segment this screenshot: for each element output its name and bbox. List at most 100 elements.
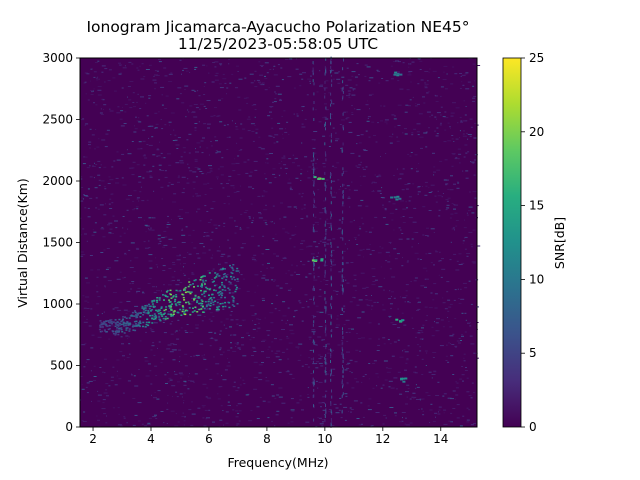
heatmap-cell (116, 257, 119, 258)
heatmap-cell (318, 402, 323, 404)
heatmap-cell (157, 266, 158, 268)
heatmap-cell (89, 255, 93, 256)
heatmap-cell (267, 115, 271, 117)
heatmap-cell (85, 123, 89, 125)
heatmap-cell (329, 113, 333, 115)
heatmap-cell (372, 363, 376, 364)
heatmap-cell (82, 118, 85, 120)
heatmap-cell (125, 327, 128, 329)
heatmap-cell (245, 394, 249, 396)
heatmap-cell (203, 246, 205, 248)
heatmap-cell (324, 243, 326, 247)
heatmap-cell (417, 103, 420, 105)
heatmap-cell (290, 288, 292, 290)
heatmap-cell (313, 379, 315, 383)
heatmap-cell (141, 200, 145, 202)
heatmap-cell (182, 306, 185, 308)
heatmap-cell (127, 96, 128, 98)
heatmap-cell (402, 297, 407, 299)
heatmap-cell (338, 227, 342, 229)
heatmap-cell (331, 369, 332, 373)
heatmap-cell (291, 264, 293, 266)
heatmap-cell (126, 301, 131, 302)
heatmap-cell (290, 421, 294, 423)
heatmap-cell (166, 296, 169, 298)
heatmap-cell (369, 108, 370, 110)
heatmap-cell (256, 318, 259, 320)
heatmap-cell (383, 289, 385, 291)
heatmap-cell (342, 250, 344, 254)
heatmap-cell (83, 321, 88, 323)
heatmap-cell (131, 174, 135, 176)
heatmap-cell (424, 85, 428, 87)
heatmap-cell (444, 88, 448, 90)
heatmap-cell (472, 63, 476, 65)
heatmap-cell (82, 163, 86, 165)
heatmap-cell (232, 297, 235, 299)
heatmap-cell (151, 345, 155, 347)
heatmap-cell (468, 409, 471, 411)
heatmap-cell (408, 66, 410, 68)
heatmap-cell (455, 381, 457, 383)
heatmap-cell (104, 286, 106, 288)
heatmap-cell (101, 330, 104, 333)
heatmap-cell (416, 131, 420, 133)
heatmap-cell (171, 219, 172, 220)
heatmap-cell (301, 142, 303, 144)
heatmap-cell (283, 155, 286, 157)
heatmap-cell (386, 123, 388, 125)
heatmap-cell (300, 173, 303, 175)
heatmap-cell (203, 354, 205, 356)
heatmap-cell (476, 65, 481, 66)
heatmap-cell (179, 218, 183, 220)
heatmap-cell (163, 422, 165, 424)
heatmap-cell (407, 183, 411, 185)
heatmap-cell (301, 123, 304, 125)
heatmap-cell (419, 338, 424, 340)
heatmap-cell (198, 95, 201, 97)
heatmap-cell (334, 264, 336, 266)
heatmap-cell (172, 262, 175, 263)
heatmap-cell (217, 292, 219, 294)
heatmap-cell (215, 274, 218, 276)
heatmap-cell (165, 306, 168, 308)
heatmap-cell (164, 108, 168, 109)
heatmap-cell (161, 94, 163, 96)
heatmap-cell (86, 318, 88, 320)
heatmap-cell (227, 287, 230, 289)
heatmap-cell (341, 88, 343, 92)
heatmap-cell (347, 328, 351, 330)
heatmap-cell (133, 106, 136, 108)
heatmap-cell (133, 315, 136, 317)
heatmap-cell (435, 251, 439, 253)
heatmap-cell (459, 88, 462, 89)
heatmap-cell (304, 156, 308, 158)
heatmap-cell (313, 341, 315, 345)
heatmap-cell (95, 104, 98, 106)
heatmap-cell (160, 307, 163, 309)
heatmap-cell (396, 253, 400, 255)
heatmap-cell (152, 416, 157, 418)
heatmap-cell (195, 354, 200, 356)
heatmap-cell (217, 168, 220, 170)
heatmap-cell (394, 126, 396, 128)
heatmap-cell (461, 335, 464, 337)
heatmap-cell (334, 72, 339, 74)
heatmap-cell (158, 243, 161, 245)
heatmap-cell (162, 265, 166, 267)
heatmap-cell (175, 413, 177, 415)
heatmap-cell (167, 344, 172, 346)
heatmap-cell (262, 299, 265, 301)
heatmap-cell (367, 409, 372, 411)
heatmap-cell (361, 311, 365, 313)
heatmap-cell (425, 319, 428, 321)
heatmap-cell (342, 367, 344, 371)
heatmap-cell (407, 345, 410, 347)
heatmap-cell (289, 324, 293, 326)
heatmap-cell (150, 310, 152, 312)
heatmap-cell (271, 395, 275, 397)
heatmap-cell (193, 299, 196, 301)
heatmap-cell (93, 76, 96, 78)
heatmap-cell (83, 82, 86, 84)
